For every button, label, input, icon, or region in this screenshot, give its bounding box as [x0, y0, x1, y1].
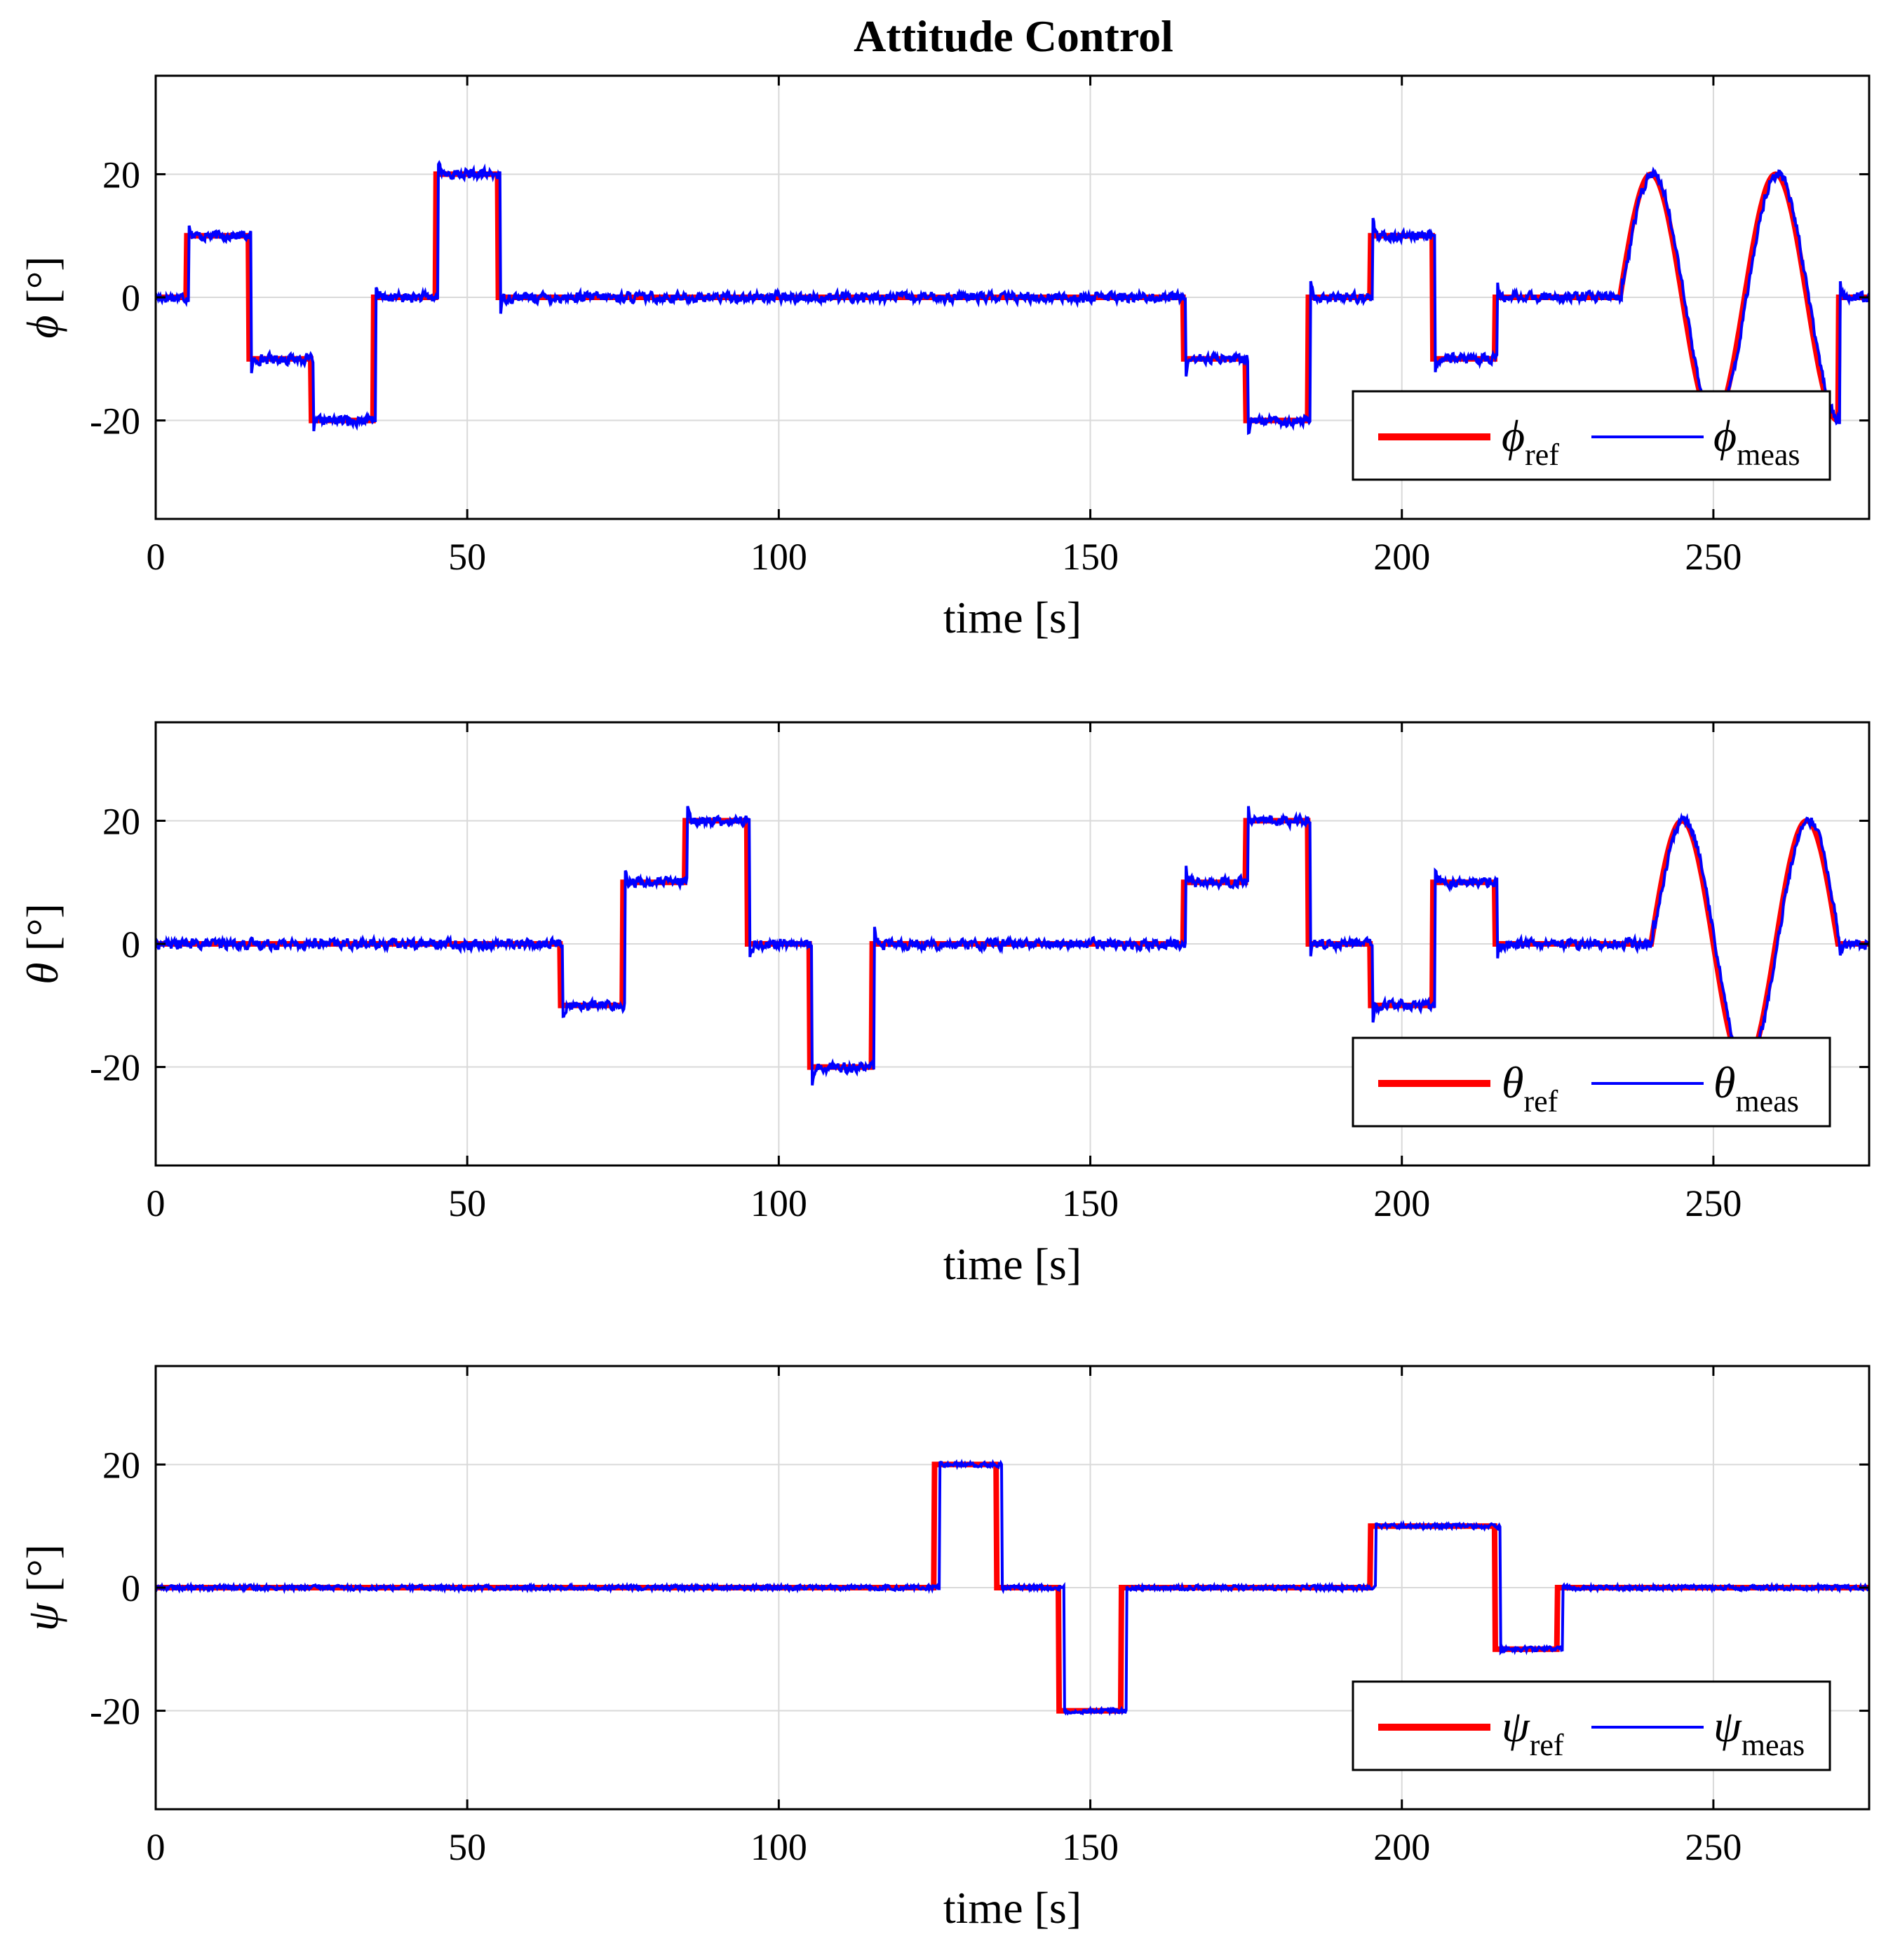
x-tick-label: 50	[448, 1826, 486, 1868]
x-tick-label: 250	[1685, 536, 1742, 578]
x-tick-label: 200	[1373, 536, 1430, 578]
x-tick-label: 100	[750, 536, 807, 578]
legend-ref-label: θref	[1502, 1057, 1558, 1118]
x-tick-label: 100	[750, 1826, 807, 1868]
x-tick-label: 0	[147, 1182, 166, 1224]
y-axis-unit: [°]	[18, 256, 67, 315]
legend: ψref ψmeas	[1352, 1680, 1831, 1771]
y-tick-label: 0	[121, 277, 140, 319]
y-axis-unit: [°]	[18, 1544, 67, 1603]
y-axis-unit: [°]	[18, 903, 67, 962]
x-axis-label: time [s]	[943, 1883, 1082, 1933]
series-meas-line	[156, 1459, 1869, 1717]
y-axis-symbol: θ	[18, 962, 67, 984]
x-tick-label: 50	[448, 1182, 486, 1224]
legend: θref θmeas	[1352, 1036, 1831, 1128]
x-tick-label: 100	[750, 1182, 807, 1224]
y-tick-label: 20	[102, 800, 140, 842]
y-tick-label: -20	[90, 1691, 140, 1733]
x-axis-label: time [s]	[943, 593, 1082, 642]
legend-ref-label: ϕref	[1502, 411, 1559, 472]
y-axis-label: ϕ [°]	[18, 256, 67, 338]
legend: ϕref ϕmeas	[1352, 390, 1831, 481]
legend-meas-label: ϕmeas	[1713, 411, 1800, 472]
y-tick-label: -20	[90, 400, 140, 442]
y-tick-label: 0	[121, 924, 140, 966]
y-axis-symbol: ϕ	[18, 316, 67, 339]
y-tick-label: 20	[102, 1444, 140, 1486]
x-tick-label: 150	[1062, 1182, 1119, 1224]
y-axis-label: ψ [°]	[18, 1544, 67, 1631]
legend-meas-label: ψmeas	[1713, 1701, 1805, 1762]
y-tick-label: 0	[121, 1567, 140, 1609]
series-meas-line	[156, 160, 1869, 435]
x-tick-label: 250	[1685, 1826, 1742, 1868]
x-tick-label: 200	[1373, 1182, 1430, 1224]
y-axis-symbol: ψ	[18, 1602, 67, 1631]
legend-meas-label: θmeas	[1713, 1057, 1799, 1118]
x-tick-label: 150	[1062, 1826, 1119, 1868]
x-axis-label: time [s]	[943, 1239, 1082, 1289]
series-meas-line	[156, 806, 1869, 1086]
x-tick-label: 0	[147, 1826, 166, 1868]
y-tick-label: 20	[102, 154, 140, 196]
x-tick-label: 0	[147, 536, 166, 578]
x-tick-label: 150	[1062, 536, 1119, 578]
x-tick-label: 50	[448, 536, 486, 578]
y-tick-label: -20	[90, 1047, 140, 1089]
y-axis-label: θ [°]	[18, 903, 67, 985]
x-tick-label: 200	[1373, 1826, 1430, 1868]
x-tick-label: 250	[1685, 1182, 1742, 1224]
legend-ref-label: ψref	[1502, 1701, 1564, 1762]
figure-title: Attitude Control	[854, 11, 1173, 61]
